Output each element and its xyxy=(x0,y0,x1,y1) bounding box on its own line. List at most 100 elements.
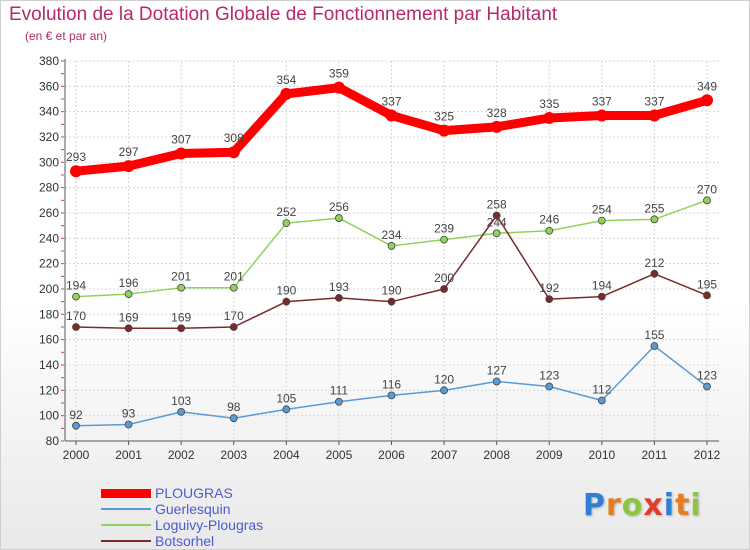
legend-label: Loguivy-Plougras xyxy=(155,517,264,533)
data-point xyxy=(332,81,345,94)
data-label: 293 xyxy=(66,150,86,164)
data-point xyxy=(703,291,711,300)
data-label: 335 xyxy=(539,97,559,111)
x-tick-label: 2004 xyxy=(273,448,300,462)
data-label: 92 xyxy=(69,408,83,422)
y-tick-label: 360 xyxy=(39,79,59,93)
x-tick-label: 2006 xyxy=(378,448,405,462)
data-label: 111 xyxy=(330,384,349,398)
data-label: 103 xyxy=(171,394,191,408)
x-tick-label: 2009 xyxy=(536,448,563,462)
legend-swatch xyxy=(101,540,151,542)
data-point xyxy=(124,420,133,429)
data-point xyxy=(492,377,501,386)
y-tick-label: 320 xyxy=(39,130,59,144)
y-tick-label: 280 xyxy=(39,181,59,195)
data-label: 123 xyxy=(539,369,559,383)
data-label: 325 xyxy=(434,110,454,124)
logo-letter: x xyxy=(643,488,664,523)
y-tick-label: 120 xyxy=(39,383,59,397)
data-point xyxy=(597,216,606,225)
data-label: 349 xyxy=(697,79,717,93)
data-label: 169 xyxy=(119,310,139,324)
data-point xyxy=(595,109,608,122)
data-label: 254 xyxy=(592,203,612,217)
y-tick-label: 180 xyxy=(39,307,59,321)
data-label: 192 xyxy=(539,281,559,295)
data-point xyxy=(177,407,186,416)
data-label: 193 xyxy=(329,280,349,294)
data-label: 297 xyxy=(119,145,139,159)
y-tick-label: 380 xyxy=(39,54,59,68)
data-point xyxy=(280,87,293,100)
data-point xyxy=(650,342,659,350)
data-label: 196 xyxy=(119,276,139,290)
data-label: 120 xyxy=(434,372,454,386)
data-point xyxy=(490,120,503,133)
data-point xyxy=(440,386,448,395)
data-point xyxy=(124,290,133,298)
data-point xyxy=(701,94,713,107)
data-label: 127 xyxy=(487,363,507,377)
data-point xyxy=(597,396,606,405)
data-label: 328 xyxy=(487,106,507,120)
data-point xyxy=(650,215,659,224)
data-point xyxy=(72,421,80,430)
data-label: 337 xyxy=(644,94,664,108)
logo-letter: o xyxy=(621,488,644,523)
data-point xyxy=(387,297,396,306)
data-point xyxy=(387,242,396,250)
data-point xyxy=(440,235,448,244)
x-tick-label: 2010 xyxy=(588,448,615,462)
series-plougras: 293 297 307 308 354 359 337 325 328 335 337 337 349 xyxy=(66,67,717,178)
logo-letter: i xyxy=(690,488,702,523)
x-tick-label: 2012 xyxy=(694,448,721,462)
legend-swatch xyxy=(101,524,151,526)
data-label: 116 xyxy=(382,377,401,391)
y-tick-label: 140 xyxy=(39,358,59,372)
data-label: 246 xyxy=(539,213,559,227)
y-tick-label: 260 xyxy=(39,206,59,220)
y-tick-label: 200 xyxy=(39,282,59,296)
data-label: 105 xyxy=(276,391,296,405)
data-label: 201 xyxy=(224,270,244,284)
data-point xyxy=(177,324,186,333)
data-label: 169 xyxy=(171,310,191,324)
data-point xyxy=(229,283,238,292)
x-tick-label: 2011 xyxy=(642,448,668,462)
series-loguivy-plougras: 194 196 201 201 252 256 234 239 244 246 254 255 270 xyxy=(66,182,717,301)
data-point xyxy=(438,124,451,137)
x-tick-label: 2000 xyxy=(63,448,90,462)
data-label: 308 xyxy=(224,131,244,145)
x-tick-label: 2008 xyxy=(483,448,510,462)
data-point xyxy=(545,295,554,304)
data-point xyxy=(177,283,186,292)
data-point xyxy=(648,109,661,122)
chart-subtitle: (en € et par an) xyxy=(25,29,108,43)
series-botsorhel: 170 169 169 170 190 193 190 200 258 192 194 212 195 xyxy=(66,198,717,333)
data-point xyxy=(282,219,291,228)
x-tick-label: 2005 xyxy=(326,448,353,462)
y-tick-label: 240 xyxy=(39,231,59,245)
data-label: 98 xyxy=(227,400,241,414)
legend-swatch xyxy=(101,508,151,510)
logo-letter: r xyxy=(606,488,622,523)
data-point xyxy=(597,292,606,301)
chart-title: Evolution de la Dotation Globale de Fonc… xyxy=(9,4,558,25)
data-label: 200 xyxy=(434,271,454,285)
data-label: 307 xyxy=(171,132,191,146)
data-label: 239 xyxy=(434,222,454,236)
x-tick-label: 2003 xyxy=(220,448,247,462)
data-label: 195 xyxy=(697,277,717,291)
data-point xyxy=(545,382,554,391)
data-label: 201 xyxy=(171,270,191,284)
data-point xyxy=(72,323,80,331)
data-label: 190 xyxy=(381,284,401,298)
x-tick-label: 2002 xyxy=(168,448,195,462)
data-point xyxy=(335,214,343,222)
data-point xyxy=(703,382,711,391)
data-label: 212 xyxy=(644,256,664,270)
data-label: 256 xyxy=(329,200,349,214)
